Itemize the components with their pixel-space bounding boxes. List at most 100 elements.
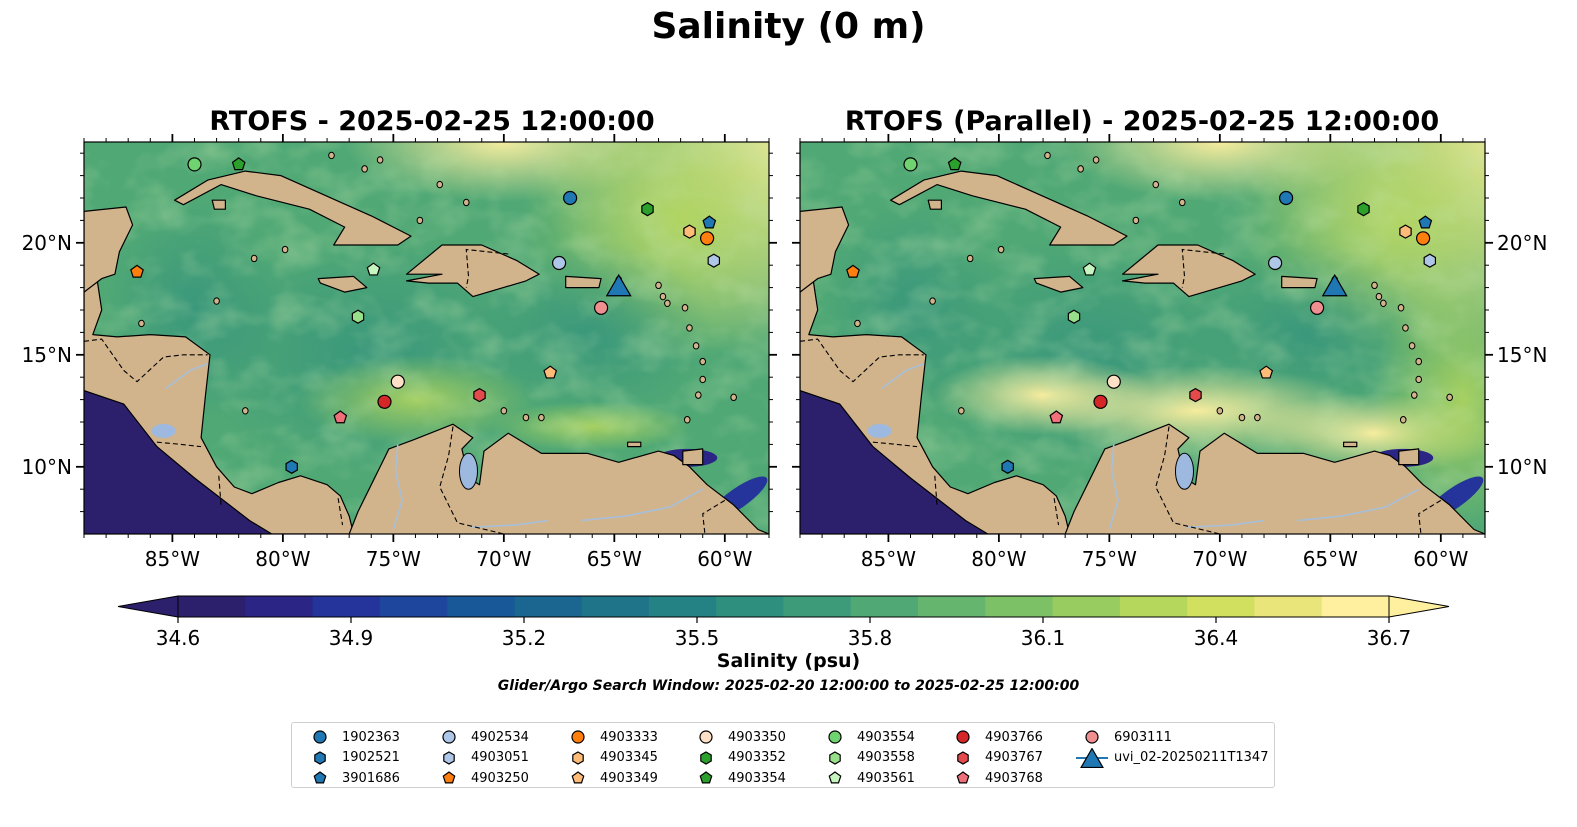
colorbar-tick-label: 34.9 <box>329 626 374 650</box>
legend-item: 4903051 <box>433 748 529 769</box>
legend-label: 4903561 <box>857 770 915 786</box>
colorbar-tick-label: 34.6 <box>156 626 201 650</box>
x-tick-label: 70°W <box>1192 547 1247 571</box>
platform-marker-4903333 <box>699 231 715 246</box>
legend-label: 4903768 <box>985 770 1043 786</box>
legend-label: uvi_02-20250211T1347 <box>1114 750 1269 766</box>
colorbar-swatch <box>447 596 515 617</box>
platform-marker-3901686 <box>702 215 717 229</box>
legend-marker-pentagon-icon <box>699 771 713 784</box>
colorbar-tick-label: 36.7 <box>1367 626 1412 650</box>
colorbar-tick-label: 35.8 <box>848 626 893 650</box>
y-tick-label: 10°N <box>22 455 72 479</box>
legend-item: 4902534 <box>433 727 529 748</box>
platform-marker-4903558 <box>1067 309 1081 324</box>
y-tick-label: 20°N <box>22 231 72 255</box>
legend-marker-circle-icon <box>571 730 585 744</box>
platform-marker-4903561 <box>1082 262 1097 276</box>
legend-label: 1902363 <box>342 729 400 745</box>
platform-marker-uvi_02-20250211T1347 <box>1321 273 1348 297</box>
legend-label: 4903558 <box>857 750 915 766</box>
y-tick-label: 10°N <box>1497 455 1547 479</box>
legend-marker-circle-icon <box>699 730 713 744</box>
legend-label: 4903349 <box>600 770 658 786</box>
platform-marker-4903250 <box>846 264 860 278</box>
colorbar-swatch <box>514 596 583 617</box>
legend-item: 4903558 <box>819 748 915 769</box>
x-tick-label: 70°W <box>476 547 531 571</box>
x-tick-label: 85°W <box>145 547 200 571</box>
platform-marker-1902363 <box>562 190 578 206</box>
colorbar-swatch <box>379 596 448 617</box>
legend-item: 1902521 <box>304 748 400 769</box>
legend-label: 4903766 <box>985 729 1043 745</box>
legend-marker-hexagon-icon <box>700 751 712 765</box>
colorbar-tick-label: 36.1 <box>1021 626 1066 650</box>
platform-marker-1902521 <box>1001 459 1014 474</box>
platform-marker-4903345 <box>1399 224 1412 239</box>
legend-label: 4902534 <box>471 729 529 745</box>
legend-marker-hexagon-icon <box>829 751 841 765</box>
legend-column: 1902363 1902521 3901686 <box>304 727 400 789</box>
platform-marker-4903352 <box>1357 202 1370 217</box>
legend-item: 4903561 <box>819 768 915 789</box>
platform-marker-4903333 <box>1415 231 1431 246</box>
legend-item: 4903250 <box>433 768 529 789</box>
platform-marker-uvi_02-20250211T1347 <box>605 273 632 297</box>
legend-marker-pentagon-icon <box>313 771 327 784</box>
legend-marker-hexagon-icon <box>957 751 969 765</box>
platform-marker-4903051 <box>707 253 721 268</box>
legend-item: 3901686 <box>304 768 400 789</box>
y-tick-label: 15°N <box>1497 343 1547 367</box>
colorbar-swatch <box>581 596 650 617</box>
legend-item: 1902363 <box>304 727 400 748</box>
platform-marker-4903250 <box>130 264 144 278</box>
legend-item: 4903333 <box>562 727 658 748</box>
platform-marker-4903766 <box>377 394 392 409</box>
colorbar-swatch <box>1321 596 1390 617</box>
platform-marker-6903111 <box>1309 300 1325 315</box>
colorbar-swatch <box>1119 596 1188 617</box>
legend-marker-pentagon-icon <box>956 771 970 784</box>
legend-column: 4903554 4903558 4903561 <box>819 727 915 789</box>
platform-marker-4903766 <box>1093 394 1108 409</box>
colorbar-label: Salinity (psu) <box>716 650 861 672</box>
legend-label: 4903767 <box>985 750 1043 766</box>
legend-item: 4903352 <box>690 748 786 769</box>
legend-column: 4902534 4903051 4903250 <box>433 727 529 789</box>
colorbar-min-extend <box>117 595 179 618</box>
colorbar-swatch <box>1254 596 1323 617</box>
map-canvas: 85°W 80°W 75°W 70°W 65°W 60°W 20°N 15°N 10°N 85°W… <box>22 134 1547 571</box>
platform-marker-4903354 <box>947 157 962 171</box>
legend-column: 6903111 uvi_02-20250211T1347 <box>1076 727 1268 768</box>
legend-marker-circle-icon <box>442 730 456 744</box>
platform-marker-4903051 <box>1423 253 1437 268</box>
x-tick-label: 85°W <box>861 547 916 571</box>
colorbar-swatch <box>648 596 717 617</box>
legend-marker-hexagon-icon <box>443 751 455 765</box>
platform-legend: 1902363 1902521 3901686 4902534 4903051 49032… <box>291 722 1275 788</box>
y-tick-label: 15°N <box>22 343 72 367</box>
legend-label: 4903051 <box>471 750 529 766</box>
x-tick-label: 80°W <box>255 547 310 571</box>
left-map-panel <box>84 142 769 534</box>
colorbar-tick-label: 35.5 <box>675 626 720 650</box>
platform-marker-1902363 <box>1278 190 1294 206</box>
x-tick-label: 65°W <box>1303 547 1358 571</box>
x-tick-label: 80°W <box>971 547 1026 571</box>
legend-marker-pentagon-icon <box>442 771 456 784</box>
legend-marker-pentagon-icon <box>571 771 585 784</box>
legend-item: 4903766 <box>947 727 1043 748</box>
x-tick-label: 60°W <box>1413 547 1468 571</box>
legend-marker-circle-icon <box>1085 730 1099 744</box>
legend-item: 4903350 <box>690 727 786 748</box>
legend-item: uvi_02-20250211T1347 <box>1076 747 1269 769</box>
legend-label: 4903354 <box>728 770 786 786</box>
platform-marker-4903768 <box>1049 410 1064 424</box>
platform-marker-6903111 <box>593 300 609 315</box>
platform-marker-4903349 <box>1259 365 1274 379</box>
legend-label: 4903345 <box>600 750 658 766</box>
legend-marker-triangle-icon <box>1076 747 1108 768</box>
colorbar-max-extend <box>1388 595 1450 618</box>
